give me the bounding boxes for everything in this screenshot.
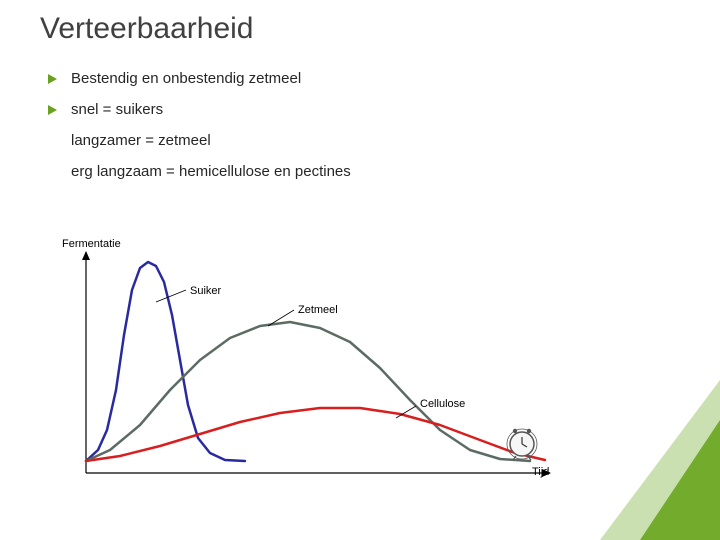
sub-bullet-text: langzamer = zetmeel	[71, 132, 351, 149]
series-label-zetmeel: Zetmeel	[298, 304, 338, 316]
series-label-cellulose: Cellulose	[420, 398, 465, 410]
play-bullet-icon	[48, 105, 57, 115]
sub-bullet-text: erg langzaam = hemicellulose en pectines	[71, 163, 351, 180]
slide-accent-corner	[600, 380, 720, 540]
slide-title: Verteerbaarheid	[40, 12, 254, 46]
fermentation-chart: Fermentatie Tijd Suiker Zetmeel Cellulos…	[60, 240, 560, 495]
x-axis-label: Tijd	[532, 466, 549, 478]
series-label-suiker: Suiker	[190, 285, 221, 297]
y-axis-label: Fermentatie	[62, 238, 121, 250]
bullet-item: snel = suikers	[48, 101, 351, 118]
bullet-list: Bestendig en onbestendig zetmeel snel = …	[48, 70, 351, 194]
bullet-text: Bestendig en onbestendig zetmeel	[71, 70, 301, 87]
bullet-text: snel = suikers	[71, 101, 163, 118]
play-bullet-icon	[48, 74, 57, 84]
sub-bullet-item: langzamer = zetmeel	[71, 132, 351, 149]
accent-triangle-icon	[600, 380, 720, 540]
bullet-item: Bestendig en onbestendig zetmeel	[48, 70, 351, 87]
chart-svg	[60, 240, 560, 495]
sub-bullet-item: erg langzaam = hemicellulose en pectines	[71, 163, 351, 180]
